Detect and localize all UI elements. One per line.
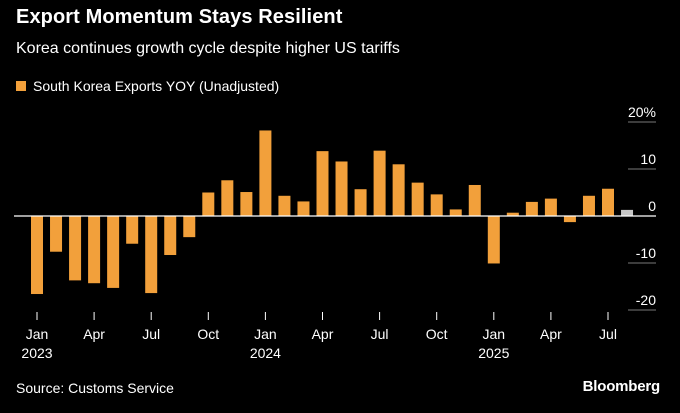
bar: [449, 209, 462, 216]
chart-legend: South Korea Exports YOY (Unadjusted): [16, 78, 279, 94]
bar: [31, 216, 43, 295]
bar: [259, 130, 272, 216]
bar: [278, 195, 291, 216]
bar: [316, 151, 329, 216]
bar: [107, 216, 120, 288]
bar: [50, 216, 63, 252]
bar: [468, 184, 481, 216]
bar: [221, 180, 234, 216]
x-tick-label: Jan: [26, 326, 49, 342]
bar: [544, 198, 557, 216]
y-tick-label: 10: [640, 151, 656, 167]
bar: [202, 192, 215, 216]
x-tick-year-label: 2024: [250, 345, 281, 361]
bar: [335, 161, 348, 216]
bar: [392, 164, 405, 216]
bar: [69, 216, 82, 281]
chart-subtitle: Korea continues growth cycle despite hig…: [16, 40, 400, 57]
bar: [602, 188, 614, 216]
x-tick-label: Jan: [483, 326, 506, 342]
x-tick-year-label: 2025: [478, 345, 509, 361]
bars: [31, 130, 634, 295]
bar: [430, 194, 443, 216]
x-tick-label: Apr: [312, 326, 334, 342]
y-tick-label: -20: [636, 292, 656, 308]
x-tick-label: Oct: [197, 326, 219, 342]
chart-title: Export Momentum Stays Resilient: [16, 6, 343, 28]
x-tick-label: Jul: [599, 326, 617, 342]
bar: [506, 212, 519, 216]
bar: [297, 201, 310, 216]
x-tick-label: Apr: [83, 326, 105, 342]
bloomberg-logo: Bloomberg: [582, 378, 661, 395]
y-axis: 20% 10 0 -10 -20: [628, 104, 656, 308]
bar: [354, 189, 367, 216]
bar: [183, 216, 196, 238]
x-axis: Jan 2023 Apr Jul Oct Jan 2024 Apr Jul Oct Jan 2025 A…: [21, 312, 617, 361]
legend-swatch: [16, 81, 26, 91]
x-tick-label: Jan: [254, 326, 277, 342]
x-tick-label: Apr: [540, 326, 562, 342]
y-tick-label: -10: [636, 245, 656, 261]
y-tick-label: 0: [648, 198, 656, 214]
x-tick-label: Oct: [426, 326, 448, 342]
x-tick-year-label: 2023: [21, 345, 52, 361]
source-note: Source: Customs Service: [16, 380, 174, 396]
bar: [525, 201, 538, 216]
bar: [164, 216, 177, 256]
x-tick-label: Jul: [371, 326, 389, 342]
bar: [240, 192, 253, 216]
bar: [126, 216, 139, 244]
bar: [88, 216, 101, 284]
bar: [621, 209, 634, 216]
bar: [563, 216, 576, 223]
bar: [487, 216, 500, 264]
x-tick-label: Jul: [142, 326, 160, 342]
legend-label: South Korea Exports YOY (Unadjusted): [33, 78, 280, 94]
bar: [145, 216, 158, 294]
bar: [411, 182, 424, 216]
bar: [373, 150, 386, 216]
bar: [582, 195, 595, 216]
gridlines: [628, 121, 656, 311]
y-tick-label: 20%: [628, 104, 656, 120]
